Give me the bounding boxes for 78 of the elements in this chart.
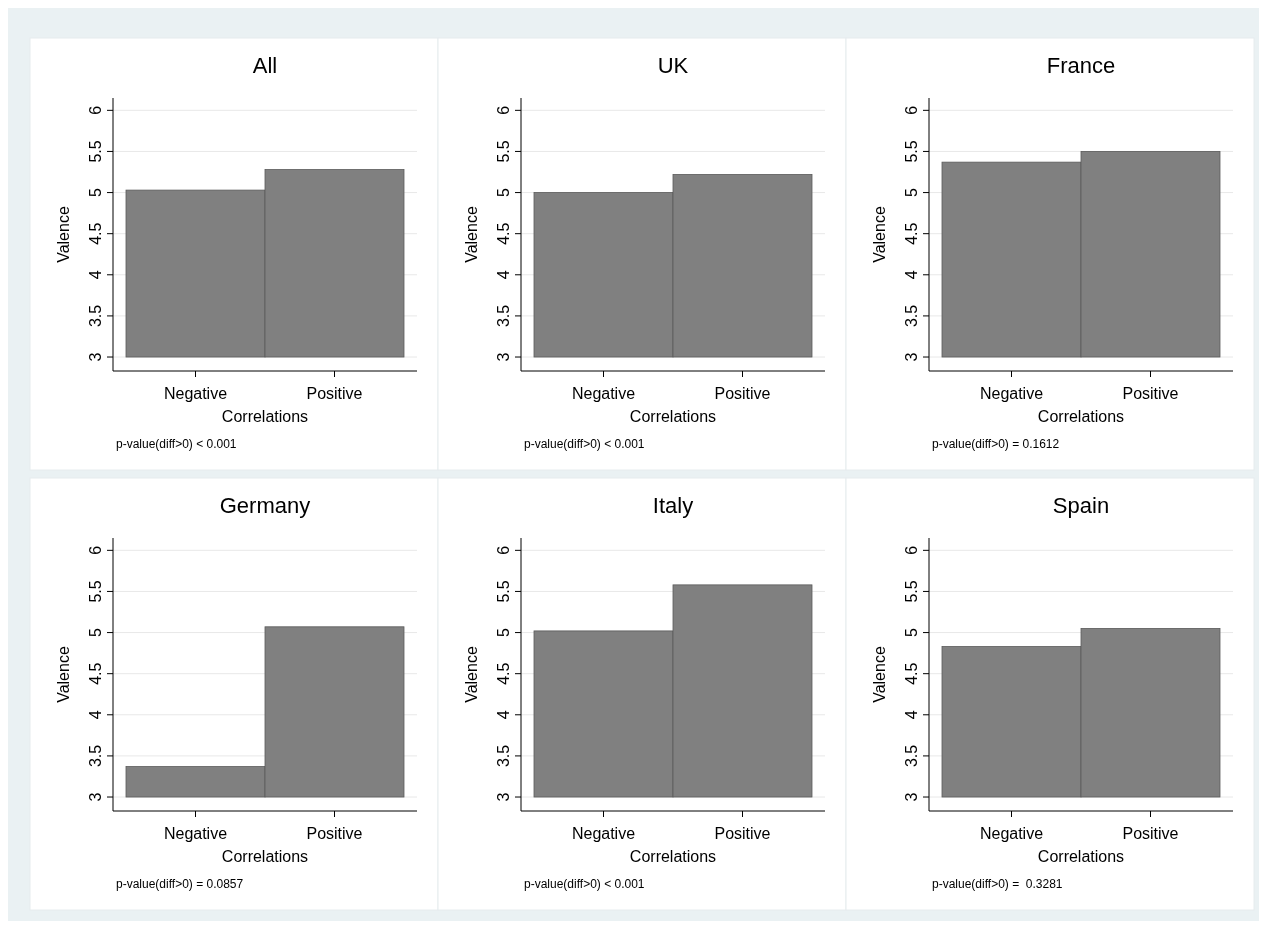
y-tick-label: 5.5 [495, 580, 512, 603]
text: p-value(diff>0) = 0.3281 [932, 877, 1063, 891]
y-tick-label: 4.5 [903, 222, 920, 245]
y-tick-label: 5.5 [87, 140, 104, 163]
y-tick-label: 3.5 [495, 304, 512, 328]
y-tick-label: 3.5 [903, 304, 920, 328]
y-tick-label: 4.5 [87, 222, 104, 245]
y-tick-label: 5.5 [903, 580, 920, 603]
x-tick-label: Negative [571, 385, 636, 402]
y-tick-label: 6 [903, 545, 920, 555]
y-tick-label: 5.5 [87, 580, 104, 603]
x-tick-label: Negative [979, 825, 1044, 842]
x-tick-label: Negative [571, 825, 636, 842]
y-tick-label: 5.5 [903, 140, 920, 163]
y-tick-label: 4.5 [903, 662, 920, 685]
text: p-value(diff>0) < 0.001 [524, 437, 645, 451]
x-tick-label: Positive [306, 825, 363, 842]
y-tick-label: 3 [903, 792, 920, 802]
y-tick-label: 6 [903, 105, 920, 115]
y-tick-label: 4 [87, 270, 104, 280]
y-tick-label: 4.5 [495, 662, 512, 685]
x-axis-title: Correlations [629, 408, 717, 425]
chart-title: All [252, 53, 278, 78]
y-tick-label: 4.5 [87, 662, 104, 685]
chart-title: Italy [652, 493, 694, 518]
y-tick-label: 5 [495, 628, 512, 638]
y-tick-label: 6 [495, 545, 512, 555]
y-tick-label: 4.5 [495, 222, 512, 245]
y-tick-label: 3 [495, 352, 512, 362]
chart-title: France [1046, 53, 1116, 78]
chart-title: UK [657, 53, 689, 78]
y-tick-label: 5 [495, 188, 512, 198]
x-axis-title: Correlations [221, 848, 309, 865]
y-axis-title: Valence [55, 646, 72, 703]
y-tick-label: 3 [87, 792, 104, 802]
x-tick-label: Positive [714, 825, 771, 842]
y-tick-label: 3.5 [87, 744, 104, 768]
x-tick-label: Positive [1122, 385, 1179, 402]
x-tick-label: Negative [163, 385, 228, 402]
chart-title: Germany [219, 493, 311, 518]
y-tick-label: 3.5 [495, 744, 512, 768]
y-tick-label: 5 [87, 628, 104, 638]
text: p-value(diff>0) = 0.1612 [932, 437, 1060, 451]
x-tick-label: Positive [306, 385, 363, 402]
x-tick-label: Positive [1122, 825, 1179, 842]
x-axis-title: Correlations [1037, 408, 1125, 425]
y-tick-label: 4 [903, 270, 920, 280]
text: p-value(diff>0) < 0.001 [524, 877, 645, 891]
x-axis-title: Correlations [629, 848, 717, 865]
y-axis-title: Valence [55, 206, 72, 263]
y-tick-label: 3 [87, 352, 104, 362]
x-tick-label: Negative [979, 385, 1044, 402]
x-tick-label: Positive [714, 385, 771, 402]
x-axis-title: Correlations [221, 408, 309, 425]
y-tick-label: 4 [87, 710, 104, 720]
y-tick-label: 6 [87, 545, 104, 555]
y-tick-label: 6 [495, 105, 512, 115]
y-tick-label: 5.5 [495, 140, 512, 163]
y-tick-label: 3.5 [87, 304, 104, 328]
x-tick-label: Negative [163, 825, 228, 842]
y-tick-label: 5 [903, 628, 920, 638]
y-axis-title: Valence [871, 646, 888, 703]
y-tick-label: 5 [903, 188, 920, 198]
y-tick-label: 4 [495, 270, 512, 280]
y-tick-label: 3.5 [903, 744, 920, 768]
y-axis-title: Valence [463, 646, 480, 703]
text: p-value(diff>0) < 0.001 [116, 437, 237, 451]
y-axis-title: Valence [871, 206, 888, 263]
x-axis-title: Correlations [1037, 848, 1125, 865]
y-tick-label: 5 [87, 188, 104, 198]
y-tick-label: 3 [495, 792, 512, 802]
text: p-value(diff>0) = 0.0857 [116, 877, 244, 891]
y-tick-label: 6 [87, 105, 104, 115]
chart-title: Spain [1052, 493, 1110, 518]
y-tick-label: 4 [495, 710, 512, 720]
y-tick-label: 4 [903, 710, 920, 720]
y-axis-title: Valence [463, 206, 480, 263]
y-tick-label: 3 [903, 352, 920, 362]
